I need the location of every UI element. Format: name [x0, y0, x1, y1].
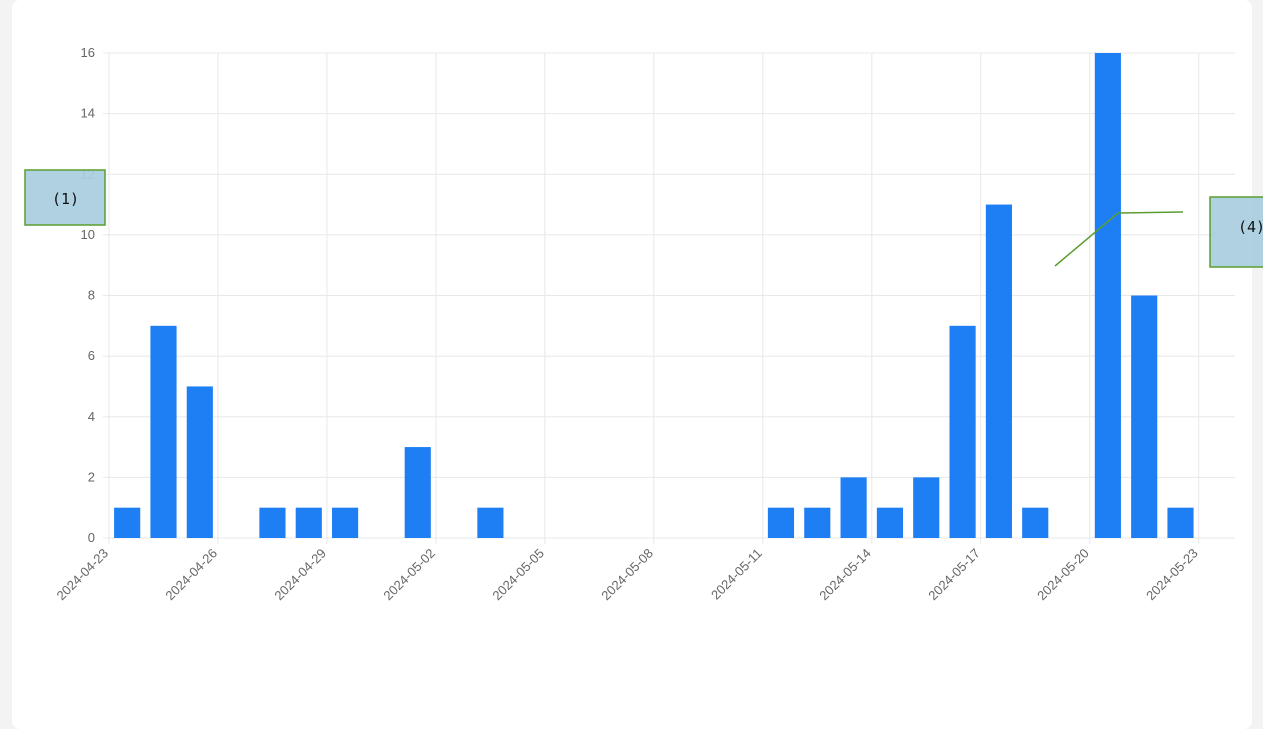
bar — [876, 507, 904, 538]
bar — [913, 477, 940, 538]
callout-1: (1) — [24, 169, 106, 226]
bar — [404, 447, 431, 538]
y-tick-label: 14 — [81, 106, 95, 121]
bar — [767, 507, 795, 538]
bar — [949, 325, 976, 538]
callout-label: (4) — [1238, 218, 1263, 236]
bar — [804, 507, 831, 538]
y-tick-label: 8 — [88, 288, 95, 303]
bar — [259, 507, 286, 538]
y-tick-label: 16 — [81, 45, 95, 60]
bar — [150, 325, 177, 538]
callout-label: (1) — [52, 190, 79, 208]
bar — [1167, 507, 1194, 538]
bar — [477, 507, 504, 538]
bar — [1094, 53, 1121, 538]
y-tick-label: 0 — [88, 530, 95, 545]
bar — [985, 204, 1012, 538]
callout-leader — [1054, 211, 1184, 267]
bar — [840, 477, 867, 538]
bar — [332, 507, 359, 538]
y-tick-label: 6 — [88, 348, 95, 363]
bar — [114, 507, 141, 538]
bar — [1131, 295, 1158, 538]
bar — [186, 386, 213, 538]
card — [12, 0, 1252, 729]
bar — [295, 507, 322, 538]
y-tick-label: 4 — [88, 409, 95, 424]
callout-4: (4) — [1054, 196, 1263, 268]
y-tick-label: 10 — [81, 227, 95, 242]
bar — [1022, 507, 1049, 538]
y-tick-label: 2 — [88, 469, 95, 484]
callout-box — [24, 169, 106, 226]
callout-box — [1209, 196, 1263, 268]
